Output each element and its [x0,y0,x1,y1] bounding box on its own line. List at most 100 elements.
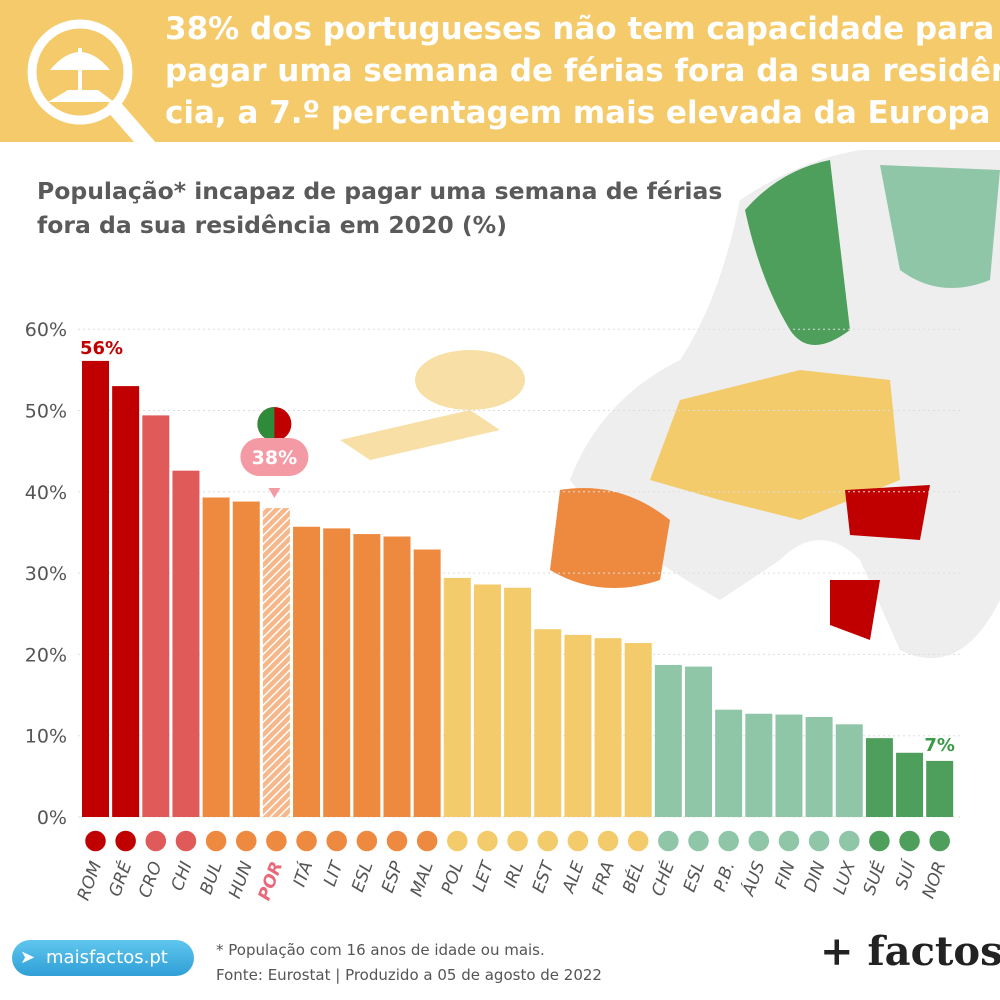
bar [82,360,109,817]
bar [293,526,321,817]
category-label: CHÉ [646,858,679,899]
bar [142,415,170,817]
y-tick-label: 10% [25,726,67,748]
y-axis: 0% 10% 20% 30% 40% 50% 60% [25,319,67,829]
country-flag-icon [777,829,801,853]
footnote: * População com 16 anos de idade ou mais… [216,938,602,988]
country-flag-icon [656,829,681,853]
category-label: LET [469,857,499,894]
country-flag-icon [927,829,952,853]
map-scandinavia [745,160,850,345]
annotations: 56% 7% 38% [80,338,955,756]
portugal-flag-green [257,407,275,441]
country-flag-icon [566,829,590,853]
category-label: HUN [225,859,257,902]
country-flag-icon [596,829,620,853]
country-flag-icon [626,829,650,853]
category-label: CHI [168,859,197,894]
country-flag-icon [234,829,258,853]
bar [443,577,471,817]
bar [865,738,893,817]
category-label: POR [255,859,287,903]
bars [82,360,954,817]
category-label: NOR [919,859,951,901]
category-label: FIN [771,859,799,892]
bar [835,724,863,817]
footnote-source: Fonte: Eurostat | Produzido a 05 de agos… [216,966,602,984]
category-label: ESP [378,858,408,895]
category-label: ALE [559,859,589,897]
bar [504,587,532,817]
map-central-europe [650,370,900,520]
beach-magnifier-icon [27,19,164,163]
bar [715,709,743,817]
y-tick-label: 40% [25,482,67,504]
category-label: ESL [680,859,709,895]
category-label: P.B. [710,859,739,894]
country-flag-icon [897,829,922,853]
bar [624,643,652,817]
y-tick-label: 20% [25,644,67,666]
y-tick-label: 50% [25,401,67,423]
portugal-value-label: 38% [252,447,297,469]
title-line-1: 38% dos portugueses não tem capacidade p… [165,11,995,47]
palm-tree-illustration [415,350,525,410]
country-flag-icon [113,829,138,853]
map-romania [845,485,930,540]
country-flag-icon [505,829,530,853]
country-flag-icon [355,829,379,853]
y-tick-label: 60% [25,319,67,341]
bar [323,528,351,817]
y-tick-label: 30% [25,563,67,585]
country-flag-icon [716,829,741,853]
country-flag-icon [204,829,228,853]
bar [805,717,833,817]
bar [413,549,441,817]
category-label: MAL [407,859,438,899]
y-tick-label: 0% [37,807,67,829]
map-greece [830,580,880,640]
beach-chair-illustration [340,410,500,460]
header-banner [0,0,1000,142]
country-flag-icon [807,829,831,853]
bar [534,629,562,817]
category-label: ÁUS [737,858,770,899]
country-flag-icon [747,829,771,853]
category-label: BUL [197,859,227,897]
flags [83,829,952,853]
country-flag-icon [324,829,349,853]
europe-map-illustration [340,150,1000,659]
subtitle-bold-2: fora da sua residência [37,211,332,239]
country-flag-icon [144,829,168,853]
bar [685,666,712,817]
country-flag-icon [174,829,198,853]
category-label: ROM [74,859,107,904]
title-line-3: cia, a 7.º percentagem mais elevada da E… [165,95,991,131]
subtitle-rest: em 2020 (%) [331,211,507,239]
category-label: CRO [135,859,166,901]
portugal-value-bubble [240,438,309,476]
country-flag-icon [415,829,439,853]
bar [172,470,200,817]
brand-logo: + factos [820,928,1000,975]
category-label: BÉL [617,858,649,895]
bar [202,497,230,817]
site-link[interactable]: ➤ maisfactos.pt [12,940,194,976]
category-label: IRL [501,859,529,891]
category-label: SUÉ [858,858,890,898]
category-label: LUX [830,859,860,898]
country-flag-icon [475,829,500,853]
bar [926,760,954,817]
bar [564,634,592,817]
country-flag-icon [264,829,289,853]
country-flag-icon [385,829,409,853]
category-label: FRA [589,859,619,897]
category-label: POL [438,859,468,897]
country-flag-icon [294,829,319,853]
country-flag-icon [83,829,108,853]
category-label: ITÁ [288,858,317,889]
bar [112,386,140,817]
bar [594,638,622,817]
country-flag-icon [837,829,861,853]
